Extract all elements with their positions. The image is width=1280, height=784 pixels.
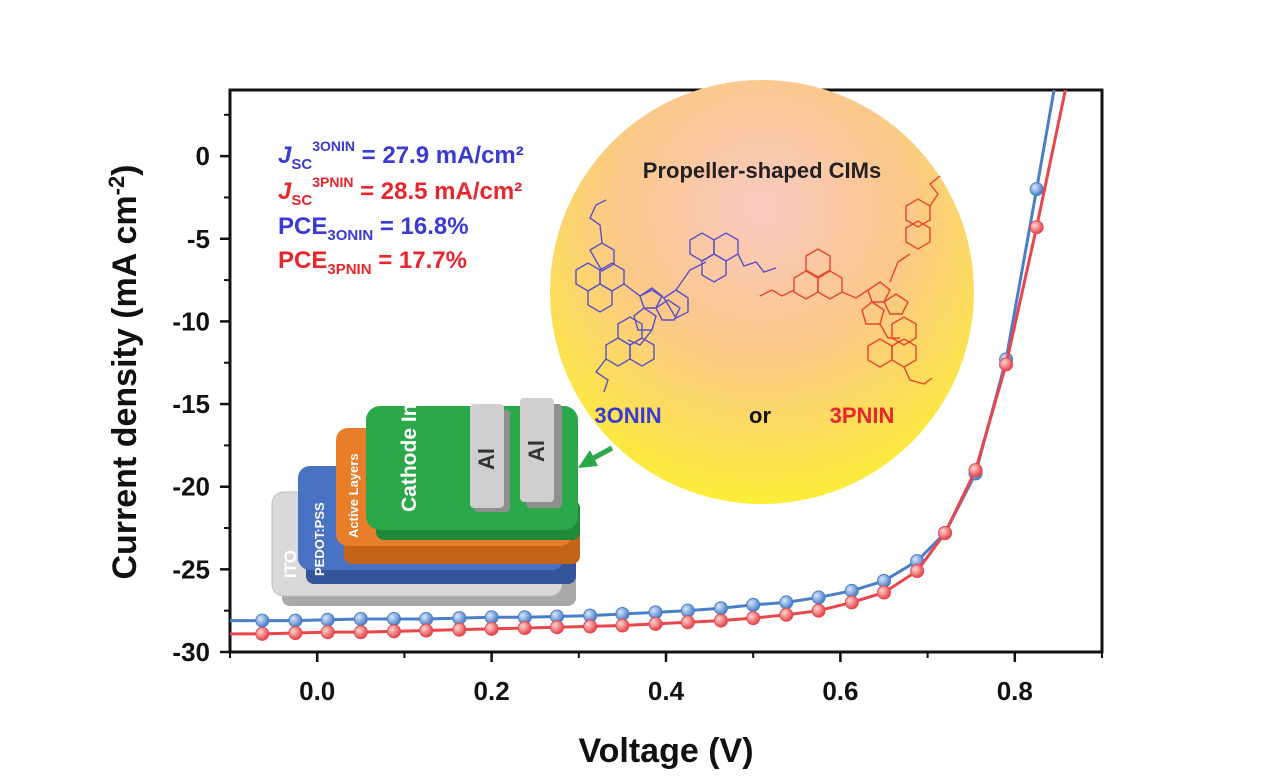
data-point-3PNIN: [811, 603, 826, 618]
y-tick-label: -30: [172, 637, 210, 667]
annotation-pce-3onin: PCE3ONIN = 16.8%: [278, 213, 469, 244]
data-point-3PNIN: [680, 615, 695, 630]
annotation-block: JSC3ONIN = 27.9 mA/cm² JSC3PNIN = 28.5 m…: [278, 138, 524, 278]
data-point-3PNIN: [968, 463, 983, 478]
layer-active-label: Active Layers: [346, 453, 361, 538]
x-tick-label: 0.6: [822, 676, 858, 706]
data-point-3PNIN: [877, 585, 891, 600]
y-tick-label: -25: [172, 554, 210, 584]
data-point-3PNIN: [419, 623, 434, 638]
data-point-3ONIN: [844, 583, 859, 598]
data-point-3ONIN: [419, 611, 434, 626]
data-point-3PNIN: [550, 620, 564, 635]
data-point-3ONIN: [615, 606, 630, 621]
layer-ito-label: ITO: [281, 550, 300, 578]
data-point-3ONIN: [484, 610, 499, 625]
data-point-3ONIN: [746, 597, 761, 612]
y-tick-label: -5: [187, 224, 210, 254]
series-layer: [230, 90, 1067, 641]
data-point-3PNIN: [910, 564, 925, 579]
molecule-3onin-structure: [575, 199, 777, 393]
data-point-3PNIN: [288, 625, 303, 640]
annotation-pce-3pnin: PCE3PNIN = 17.7%: [278, 247, 467, 278]
data-point-3ONIN: [779, 595, 794, 610]
molecule-3pnin-label: 3PNIN: [830, 403, 895, 428]
data-point-3PNIN: [648, 616, 663, 631]
y-tick-label: -15: [172, 389, 210, 419]
molecule-3onin-label: 3ONIN: [594, 403, 661, 428]
layer-cathode-label: Cathode Interlayer: [398, 328, 421, 512]
y-tick-label: 0: [196, 141, 210, 171]
y-axis-title: Current density (mA cm-2): [104, 164, 145, 579]
x-tick-label: 0.4: [648, 676, 685, 706]
data-point-3ONIN: [811, 590, 826, 605]
data-point-3ONIN: [288, 613, 303, 628]
electrode-al-2-label: Al: [524, 440, 549, 462]
inset-arrow: [578, 445, 614, 468]
data-point-3PNIN: [746, 611, 761, 626]
data-point-3PNIN: [517, 621, 532, 636]
data-point-3PNIN: [713, 613, 728, 628]
data-point-3PNIN: [999, 357, 1014, 372]
y-tick-label: -10: [172, 306, 210, 336]
data-point-3PNIN: [583, 619, 598, 634]
data-point-3ONIN: [877, 573, 891, 588]
data-point-3ONIN: [320, 612, 335, 627]
data-point-3ONIN: [353, 611, 368, 626]
data-point-3PNIN: [779, 607, 794, 622]
annotation-jsc-3onin: JSC3ONIN = 27.9 mA/cm²: [278, 138, 524, 173]
data-point-3PNIN: [452, 622, 467, 637]
data-point-3ONIN: [648, 605, 663, 620]
data-point-3ONIN: [713, 601, 728, 616]
data-point-3PNIN: [1029, 220, 1044, 235]
x-tick-label: 0.0: [299, 676, 335, 706]
electrode-al-1: [470, 404, 504, 508]
data-point-3PNIN: [615, 618, 630, 633]
data-point-3PNIN: [484, 621, 499, 636]
data-point-3ONIN: [680, 603, 695, 618]
inset-circle: [550, 80, 974, 504]
data-point-3ONIN: [452, 611, 467, 626]
electrode-al-2: [520, 398, 554, 502]
molecule-3pnin-structure: [759, 175, 941, 385]
data-point-3PNIN: [938, 525, 953, 540]
data-point-3PNIN: [255, 626, 270, 641]
data-point-3ONIN: [255, 613, 270, 628]
x-tick-label: 0.8: [997, 676, 1033, 706]
x-axis-title: Voltage (V): [578, 732, 753, 770]
axis-ticks: 0.0 0.2 0.4 0.6 0.8 0 -5 -10 -15 -20 -25 -30: [172, 113, 1103, 706]
annotation-jsc-3pnin: JSC3PNIN = 28.5 mA/cm²: [278, 174, 522, 209]
layer-pedot-label: PEDOT:PSS: [312, 502, 327, 576]
data-point-3PNIN: [844, 595, 859, 610]
electrode-al-1-label: Al: [474, 448, 499, 470]
data-point-3PNIN: [386, 624, 401, 639]
device-stack: ITO PEDOT:PSS Active Layers Cathode Inte…: [271, 328, 580, 606]
y-tick-label: -20: [172, 472, 210, 502]
data-point-3ONIN: [386, 611, 401, 626]
inset-title: Propeller-shaped CIMs: [643, 158, 881, 183]
x-tick-label: 0.2: [474, 676, 510, 706]
data-point-3PNIN: [320, 625, 335, 640]
molecule-inset: Propeller-shaped CIMs 3ONIN or: [550, 80, 974, 504]
data-point-3PNIN: [353, 625, 368, 640]
or-label: or: [749, 403, 771, 428]
data-point-3ONIN: [1029, 182, 1044, 197]
